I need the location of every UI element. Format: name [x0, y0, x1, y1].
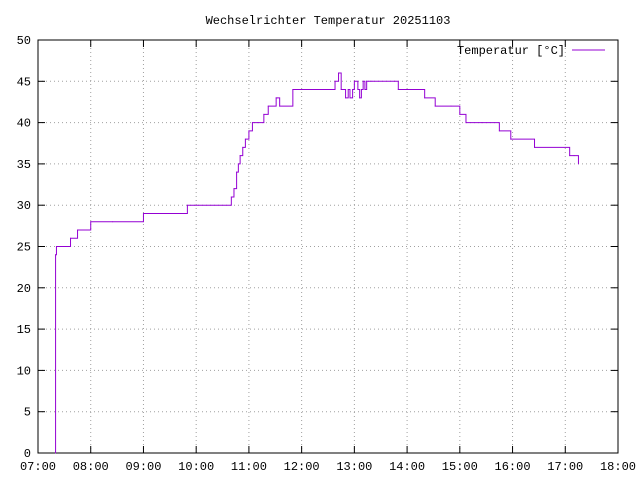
- x-tick-label: 18:00: [600, 460, 636, 474]
- y-tick-label: 45: [17, 75, 31, 89]
- data-point: [276, 97, 278, 99]
- data-point: [279, 105, 281, 107]
- data-point: [239, 155, 241, 157]
- data-point: [534, 146, 536, 148]
- data-point: [345, 97, 347, 99]
- y-tick-label: 30: [17, 199, 31, 213]
- data-point: [267, 105, 269, 107]
- data-point: [55, 246, 57, 247]
- x-tick-label: 16:00: [495, 460, 531, 474]
- data-point: [55, 254, 57, 256]
- data-point: [77, 229, 79, 231]
- data-point: [248, 130, 250, 132]
- series-points: [55, 72, 579, 454]
- x-tick-label: 11:00: [231, 460, 267, 474]
- data-point: [112, 221, 114, 223]
- data-point: [459, 113, 461, 115]
- data-point: [55, 452, 57, 454]
- chart-title: Wechselrichter Temperatur 20251103: [206, 14, 451, 28]
- data-point: [257, 122, 259, 124]
- data-point: [90, 221, 92, 223]
- data-point: [353, 80, 355, 82]
- y-tick-label: 50: [17, 34, 31, 48]
- data-point: [424, 97, 426, 99]
- data-point: [498, 130, 500, 132]
- x-tick-label: 14:00: [389, 460, 425, 474]
- data-point: [394, 80, 396, 82]
- data-point: [569, 155, 571, 157]
- data-point: [367, 80, 369, 82]
- y-tick-label: 10: [17, 364, 31, 378]
- y-tick-label: 15: [17, 323, 31, 337]
- data-point: [434, 105, 436, 107]
- data-point: [371, 80, 373, 82]
- data-point: [340, 89, 342, 91]
- data-point: [230, 196, 232, 198]
- data-point: [70, 237, 72, 239]
- data-point: [357, 89, 359, 91]
- legend: Temperatur [°C]: [457, 44, 605, 58]
- legend-label: Temperatur [°C]: [457, 44, 565, 58]
- data-point: [412, 89, 414, 91]
- series-line-temperatur: [55, 72, 579, 453]
- grid-lines: [38, 40, 618, 453]
- y-tick-label: 25: [17, 241, 31, 255]
- x-tick-label: 12:00: [284, 460, 320, 474]
- y-tick-label: 5: [24, 406, 31, 420]
- data-point: [334, 80, 336, 82]
- data-point: [366, 80, 368, 82]
- data-point: [364, 89, 366, 91]
- data-point: [236, 171, 238, 173]
- data-point: [292, 89, 294, 91]
- x-tick-label: 07:00: [20, 460, 56, 474]
- data-point: [237, 163, 239, 165]
- axis-ticks: [37, 39, 619, 454]
- data-point: [481, 122, 483, 124]
- y-axis-tick-labels: 0 5 10 15 20 25 30 35 40 45 50: [17, 34, 31, 461]
- data-point: [510, 138, 512, 140]
- data-point: [397, 89, 399, 91]
- data-point: [61, 246, 63, 247]
- y-tick-label: 35: [17, 158, 31, 172]
- data-point: [465, 122, 467, 124]
- data-point: [251, 122, 253, 124]
- data-point: [352, 89, 354, 91]
- data-point: [233, 188, 235, 190]
- x-tick-label: 08:00: [73, 460, 109, 474]
- data-point: [359, 97, 361, 99]
- data-point: [338, 72, 340, 74]
- data-point: [360, 89, 362, 91]
- data-point: [186, 204, 188, 206]
- x-tick-label: 10:00: [178, 460, 214, 474]
- x-tick-label: 17:00: [547, 460, 583, 474]
- x-axis-tick-labels: 07:00 08:00 09:00 10:00 11:00 12:00 13:00 14:00…: [20, 460, 636, 474]
- data-point: [450, 105, 452, 107]
- y-tick-label: 20: [17, 282, 31, 296]
- y-tick-label: 40: [17, 117, 31, 131]
- x-tick-label: 13:00: [336, 460, 372, 474]
- data-point: [577, 163, 579, 165]
- data-point: [362, 80, 364, 82]
- data-point: [242, 146, 244, 148]
- data-point: [573, 155, 575, 157]
- x-tick-label: 09:00: [125, 460, 161, 474]
- data-point: [244, 138, 246, 140]
- data-point: [263, 113, 265, 115]
- data-point: [349, 97, 351, 99]
- data-point: [142, 212, 144, 214]
- data-point: [347, 89, 349, 91]
- x-tick-label: 15:00: [442, 460, 478, 474]
- data-point: [275, 97, 277, 99]
- y-tick-label: 0: [24, 447, 31, 461]
